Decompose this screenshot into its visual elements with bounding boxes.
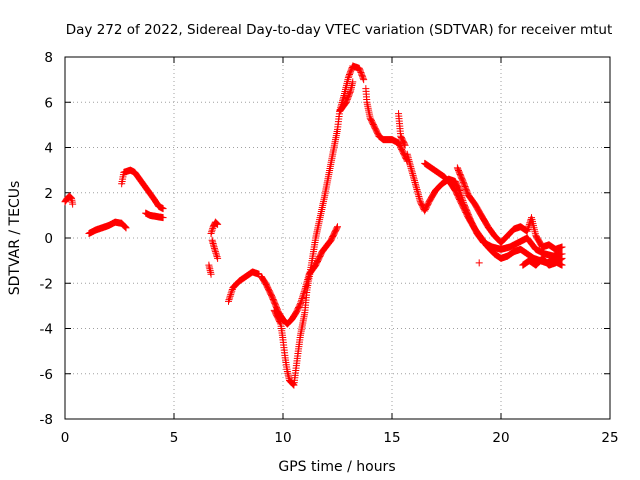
data-point xyxy=(214,254,222,262)
data-point-interp xyxy=(341,100,349,108)
data-point-interp xyxy=(208,226,216,234)
y-tick-label: 6 xyxy=(44,95,53,111)
data-point-interp xyxy=(212,249,220,257)
data-point xyxy=(475,259,483,267)
y-tick-label: 0 xyxy=(44,231,53,247)
grid xyxy=(65,57,610,419)
data-point-interp xyxy=(228,287,236,295)
y-tick-label: 8 xyxy=(44,50,53,66)
chart-title: Day 272 of 2022, Sidereal Day-to-day VTE… xyxy=(66,22,612,38)
data-point-interp xyxy=(212,219,220,227)
y-axis-label: SDTVAR / TECUs xyxy=(7,181,23,296)
y-tick-label: -2 xyxy=(40,276,53,292)
data-point xyxy=(523,227,531,235)
data-point-interp xyxy=(121,223,129,231)
data-point xyxy=(207,229,215,237)
plot-frame xyxy=(64,56,611,420)
data-point-interp xyxy=(213,220,221,228)
data-point-interp xyxy=(524,226,532,234)
data-point xyxy=(360,76,368,84)
data-point-interp xyxy=(276,319,284,327)
data-point-interp xyxy=(226,294,234,302)
x-tick-label: 5 xyxy=(170,430,179,446)
data-point xyxy=(211,248,219,256)
data-point-interp xyxy=(311,263,319,271)
data-point xyxy=(349,78,357,86)
data-point-interp xyxy=(226,292,234,300)
data-point xyxy=(558,261,566,269)
y-tick-label: -8 xyxy=(40,412,53,428)
data-point-interp xyxy=(299,293,307,301)
data-point xyxy=(558,243,566,251)
data-point-interp xyxy=(227,291,235,299)
data-point-interp xyxy=(225,296,233,304)
data-point xyxy=(334,223,341,231)
data-point-interp xyxy=(213,253,221,261)
data-point-interp xyxy=(66,193,74,201)
data-point xyxy=(225,297,232,305)
data-point-interp xyxy=(213,251,221,259)
data-point xyxy=(207,270,215,278)
data-point xyxy=(296,300,304,308)
data-point xyxy=(159,205,167,213)
x-tick-label: 20 xyxy=(492,430,509,446)
data-point xyxy=(214,220,222,228)
data-point xyxy=(69,200,77,208)
data-point xyxy=(159,214,167,222)
data-point-interp xyxy=(400,140,408,148)
data-point-interp xyxy=(333,224,341,232)
axis-ticks: 0 5 10 15 20 25 -8 -6 -4 -2 0 2 4 6 8 xyxy=(40,50,619,446)
x-tick-label: 25 xyxy=(601,430,618,446)
y-tick-label: -4 xyxy=(40,322,53,338)
data-point-interp xyxy=(346,88,354,96)
x-tick-label: 10 xyxy=(274,430,291,446)
y-tick-label: 2 xyxy=(44,186,53,202)
x-tick-label: 0 xyxy=(61,430,70,446)
x-tick-label: 15 xyxy=(383,430,400,446)
data-point-interp xyxy=(227,289,235,297)
data-point-interp xyxy=(121,223,129,231)
data-series-sdtvar xyxy=(61,62,566,389)
y-tick-label: -6 xyxy=(40,367,53,383)
x-axis-label: GPS time / hours xyxy=(278,459,395,475)
data-point-interp xyxy=(297,298,305,306)
data-point xyxy=(122,224,130,232)
data-point-interp xyxy=(289,380,297,388)
y-tick-label: 4 xyxy=(44,141,53,157)
data-point-interp xyxy=(289,380,297,388)
data-point-interp xyxy=(298,295,306,303)
data-point xyxy=(558,254,566,262)
data-point-interp xyxy=(208,228,216,236)
data-point xyxy=(401,141,409,149)
data-point-interp xyxy=(359,74,367,82)
